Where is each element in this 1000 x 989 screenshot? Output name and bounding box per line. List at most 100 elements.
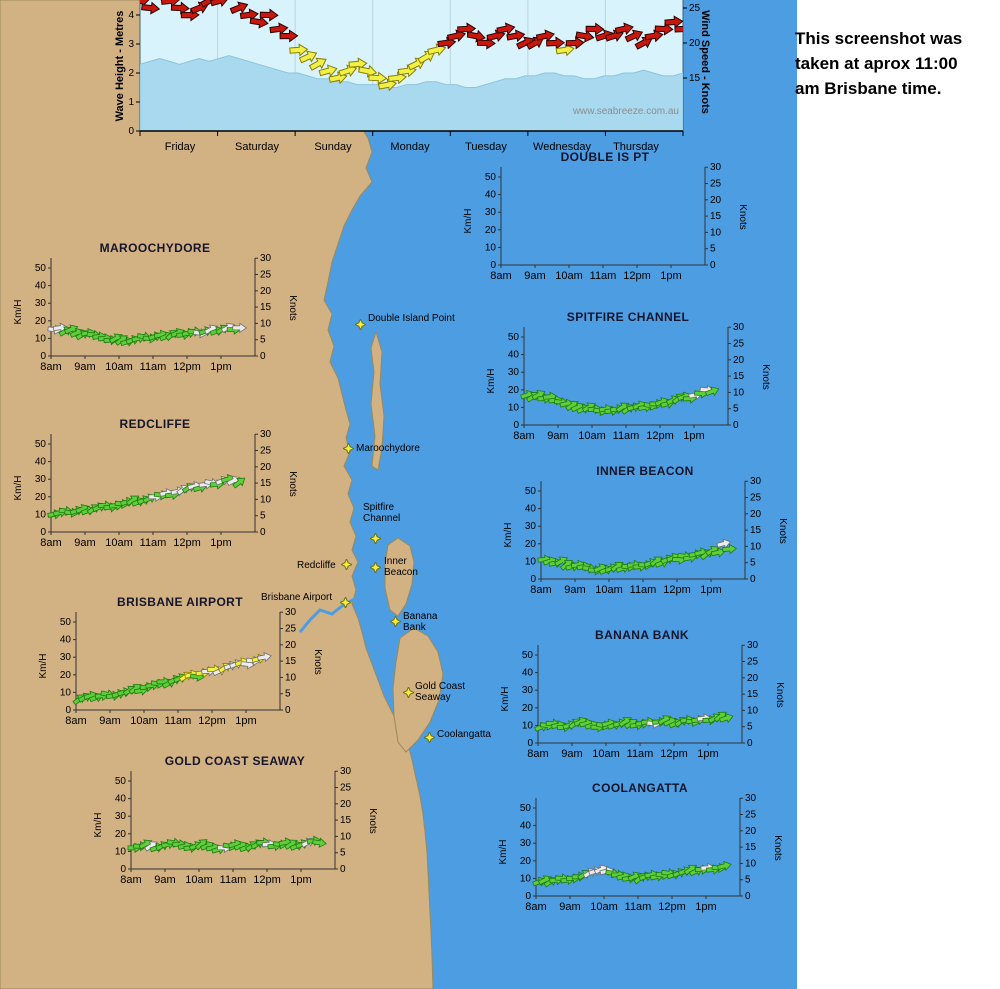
map-marker-star-redcliffe[interactable]	[339, 557, 354, 572]
time-tick-label: 1pm	[700, 584, 721, 596]
map-marker-label-double-island-point[interactable]: Double Island Point	[368, 313, 455, 324]
map-marker-label-brisbane-airport[interactable]: Brisbane Airport	[261, 592, 333, 603]
wind-arrow	[644, 29, 664, 43]
kmh-tick-label: 0	[40, 527, 46, 538]
wind-arrow	[279, 29, 299, 43]
knots-tick-label: 30	[750, 476, 762, 487]
map-marker-label-gold-coast-seaway[interactable]: Gold Coast Seaway	[415, 681, 466, 703]
knots-tick-label: 10	[340, 831, 352, 842]
wind-arrow	[298, 50, 318, 64]
wind-arrow	[387, 71, 407, 85]
kmh-tick-label: 0	[120, 864, 126, 875]
knots-tick-label: 30	[733, 322, 745, 333]
station-title: REDCLIFFE	[119, 417, 191, 431]
knots-tick-label: 0	[747, 738, 753, 749]
wind-arrow	[722, 543, 737, 555]
kmh-tick-label: 50	[525, 486, 537, 497]
wind-arrow	[114, 335, 128, 346]
knots-tick-label: 30	[285, 607, 297, 618]
time-tick-label: 9am	[524, 270, 545, 282]
map-graphic	[0, 0, 797, 989]
stradbroke-island	[392, 627, 444, 753]
time-tick-label: 8am	[530, 584, 551, 596]
map[interactable]: DOUBLE IS PT 50 40 30 20 10 0 30 25 20 15 10 5 0 8am 9a…	[0, 0, 797, 989]
station-chart-double-is-pt: DOUBLE IS PT 50 40 30 20 10 0 30 25 20 15 10 5 0 8am 9a…	[455, 150, 755, 289]
kmh-tick-label: 30	[35, 298, 47, 309]
knots-tick-label: 0	[733, 420, 739, 431]
map-marker-star-inner-beacon[interactable]	[368, 560, 383, 575]
knots-tick-label: 0	[745, 891, 751, 902]
wind-arrow	[664, 15, 683, 29]
kmh-tick-label: 0	[525, 891, 531, 902]
time-tick-label: 12pm	[658, 901, 686, 913]
knots-tick-label: 15	[745, 842, 757, 853]
map-marker-star-brisbane-airport[interactable]	[338, 595, 353, 610]
wave-tick-label: 4	[128, 10, 134, 21]
map-marker-star-maroochydore[interactable]	[341, 441, 356, 456]
knots-tick-label: 25	[745, 810, 757, 821]
wind-arrow	[457, 22, 477, 36]
kmh-tick-label: 10	[525, 556, 537, 567]
wind-arrow	[269, 22, 289, 36]
kmh-axis-label: Km/H	[503, 523, 514, 548]
kmh-tick-label: 10	[115, 846, 127, 857]
wind-arrow	[718, 713, 734, 724]
wind-arrow	[654, 22, 674, 36]
knots-tick-label: 20	[260, 286, 272, 297]
kmh-tick-label: 30	[525, 521, 537, 532]
kmh-tick-label: 30	[35, 474, 47, 485]
knots-axis-label: Knots	[287, 471, 298, 497]
knots-tick-label: 20	[745, 826, 757, 837]
time-tick-label: 1pm	[290, 874, 311, 886]
knots-axis-label: Knots	[287, 295, 298, 321]
wind-arrow	[614, 22, 634, 36]
map-marker-star-gold-coast-seaway[interactable]	[401, 685, 416, 700]
wave-tick-label: 0	[128, 126, 134, 137]
kmh-tick-label: 30	[115, 811, 127, 822]
map-marker-label-maroochydore[interactable]: Maroochydore	[356, 443, 420, 454]
time-tick-label: 10am	[595, 584, 623, 596]
kmh-tick-label: 40	[115, 794, 127, 805]
kmh-tick-label: 0	[65, 705, 71, 716]
knots-tick-label: 15	[710, 211, 722, 222]
station-chart-gold-coast-seaway: GOLD COAST SEAWAY 50 40 30 20 10 0 30 25 20 15 10 5 0…	[85, 754, 385, 893]
knots-tick-label: 20	[710, 195, 722, 206]
wind-arrow	[496, 22, 516, 36]
time-tick-label: 12pm	[663, 584, 691, 596]
kmh-axis-label: Km/H	[38, 654, 49, 679]
time-tick-label: 12pm	[173, 361, 201, 373]
map-marker-star-double-island-point[interactable]	[353, 317, 368, 332]
knots-axis-label: Knots	[312, 649, 323, 675]
knots-tick-label: 20	[260, 462, 272, 473]
wind-arrow	[710, 547, 726, 558]
wind-arrow	[585, 22, 605, 36]
mainland	[0, 0, 434, 989]
wind-arrow	[140, 0, 151, 8]
map-marker-label-inner-beacon[interactable]: Inner Beacon	[384, 556, 418, 578]
wind-arrow	[717, 860, 732, 872]
wind-arrow	[713, 711, 727, 723]
kmh-tick-label: 20	[60, 670, 72, 681]
map-marker-label-coolangatta[interactable]: Coolangatta	[437, 729, 491, 740]
map-marker-label-banana-bank[interactable]: Banana Bank	[403, 611, 438, 633]
map-marker-label-redcliffe[interactable]: Redcliffe	[297, 560, 336, 571]
map-marker-label-spitfire-channel[interactable]: Spitfire Channel	[363, 502, 401, 524]
kmh-tick-label: 0	[527, 738, 533, 749]
day-label: Monday	[390, 141, 430, 153]
time-tick-label: 11am	[625, 901, 652, 913]
time-tick-label: 12pm	[646, 430, 674, 442]
knots-axis-label: Knots	[772, 835, 783, 861]
kmh-tick-label: 50	[60, 617, 72, 628]
knots-tick-label: 5	[285, 689, 291, 700]
map-marker-star-spitfire-channel[interactable]	[368, 531, 383, 546]
map-marker-star-banana-bank[interactable]	[388, 614, 403, 629]
wind-arrow	[257, 651, 272, 663]
knots-axis-label: Knots	[737, 204, 748, 230]
map-marker-star-coolangatta[interactable]	[422, 730, 437, 745]
knots-tick-label: 20	[733, 355, 745, 366]
time-tick-label: 8am	[527, 748, 548, 760]
